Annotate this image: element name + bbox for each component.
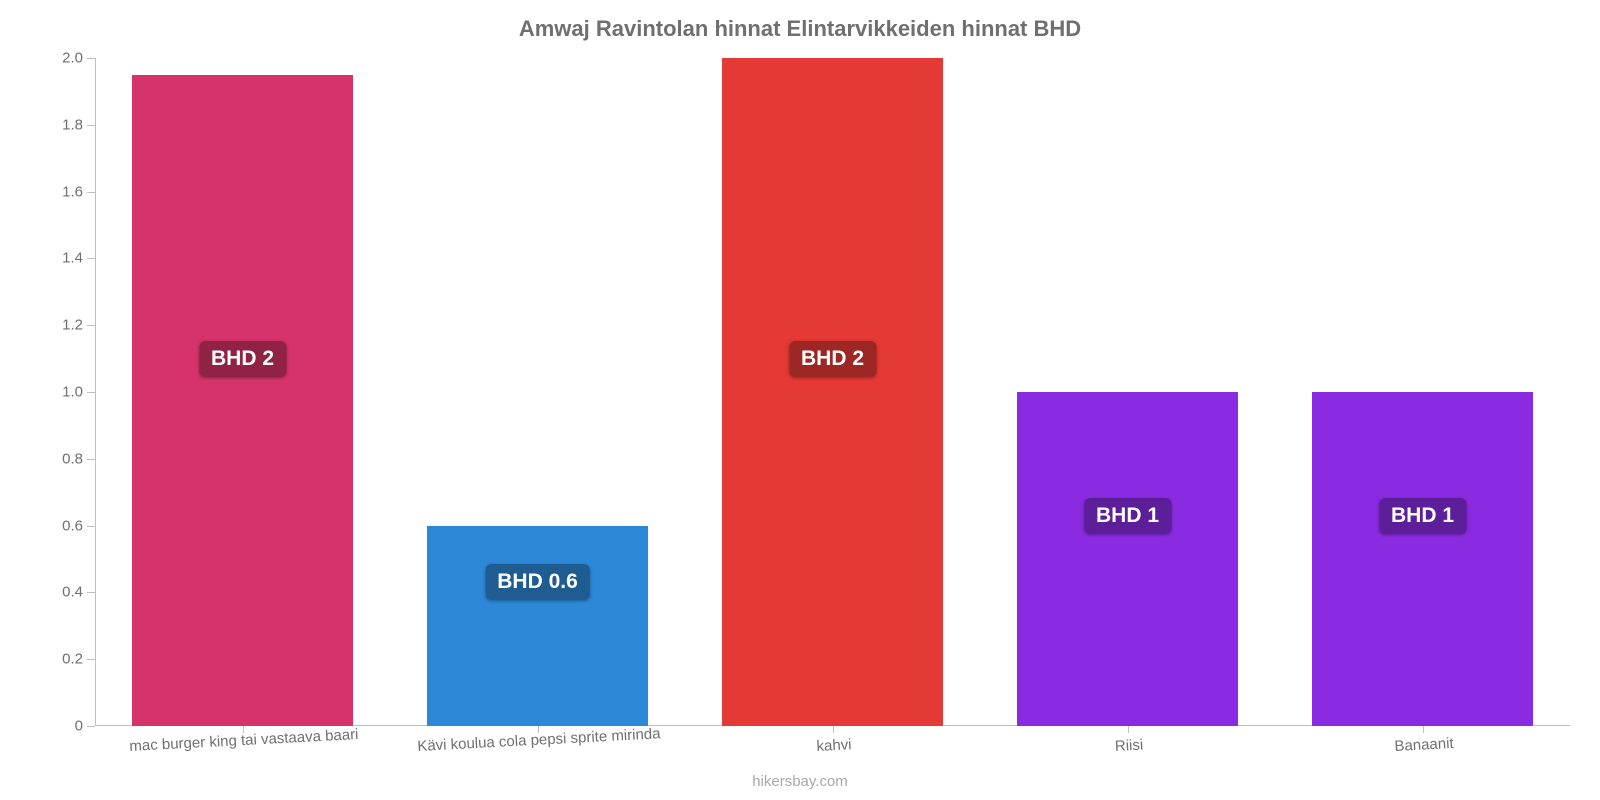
bar-value-label: BHD 0.6	[485, 564, 590, 600]
y-tick-label: 1.4	[62, 250, 95, 267]
y-tick-label: 0.2	[62, 651, 95, 668]
chart-footer: hikersbay.com	[0, 773, 1600, 790]
y-tick-label: 1.2	[62, 317, 95, 334]
y-tick-label: 0.4	[62, 584, 95, 601]
x-tick-label: kahvi	[815, 724, 852, 755]
bar-value-label: BHD 1	[1379, 498, 1466, 534]
y-tick-label: 0.8	[62, 450, 95, 467]
x-tick-label: Banaanit	[1393, 723, 1454, 755]
y-tick-label: 1.0	[62, 384, 95, 401]
bar-value-label: BHD 2	[789, 341, 876, 377]
price-bar-chart: Amwaj Ravintolan hinnat Elintarvikkeiden…	[0, 0, 1600, 800]
chart-title: Amwaj Ravintolan hinnat Elintarvikkeiden…	[0, 16, 1600, 42]
x-tick-label: Riisi	[1113, 725, 1143, 755]
y-tick-label: 1.8	[62, 116, 95, 133]
y-tick-label: 0	[75, 718, 95, 735]
bar	[722, 58, 943, 726]
y-tick-label: 2.0	[62, 50, 95, 67]
bar	[1017, 392, 1238, 726]
bar	[1312, 392, 1533, 726]
plot-area: 00.20.40.60.81.01.21.41.61.82.0BHD 2mac …	[95, 58, 1570, 726]
y-tick-label: 1.6	[62, 183, 95, 200]
bar-value-label: BHD 1	[1084, 498, 1171, 534]
y-tick-label: 0.6	[62, 517, 95, 534]
bar-value-label: BHD 2	[199, 341, 286, 377]
y-axis	[95, 58, 96, 726]
bar	[132, 75, 353, 726]
bar	[427, 526, 648, 726]
